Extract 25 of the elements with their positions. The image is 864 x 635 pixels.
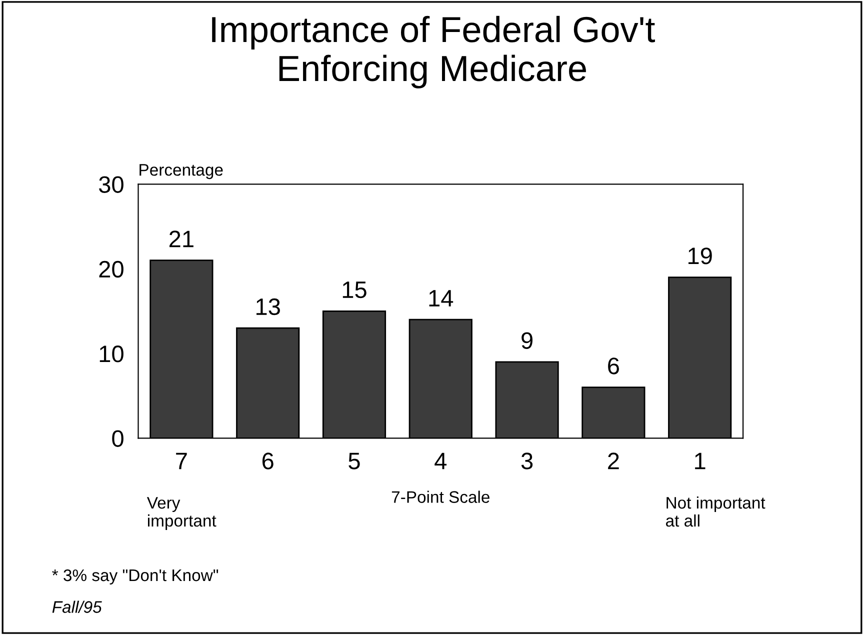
x-tick-label: 3 xyxy=(521,452,533,470)
x-tick-label: 6 xyxy=(262,452,274,470)
x-tick-label: 4 xyxy=(434,452,447,470)
text: Not important at all xyxy=(666,496,766,527)
y-tick-label: 20 xyxy=(99,260,124,278)
data-label: 14 xyxy=(429,290,454,306)
x-tick-label: 2 xyxy=(608,452,619,470)
data-label: 9 xyxy=(522,332,532,349)
text: * 3% say "Don't Know" xyxy=(52,569,218,584)
y-tick-label: 0 xyxy=(112,430,124,447)
x-tick-label: 5 xyxy=(348,452,360,470)
y-tick-label: 10 xyxy=(100,346,124,362)
x-tick-label: 1 xyxy=(695,452,706,470)
y-tick-label: 30 xyxy=(98,176,124,193)
x-axis-title: 7-Point Scale xyxy=(392,490,490,503)
data-label: 15 xyxy=(342,282,366,298)
data-label: 6 xyxy=(608,358,619,374)
text: Fall/95 xyxy=(52,600,102,613)
data-label: 19 xyxy=(688,248,712,264)
y-axis-title: Percentage xyxy=(140,164,223,180)
chart-title: Importance of Federal Gov't Enforcing Medicare xyxy=(212,16,655,88)
data-label: 13 xyxy=(256,298,280,316)
data-label: 21 xyxy=(170,230,194,248)
text: Very important xyxy=(146,497,216,530)
x-tick-label: 7 xyxy=(176,452,187,470)
